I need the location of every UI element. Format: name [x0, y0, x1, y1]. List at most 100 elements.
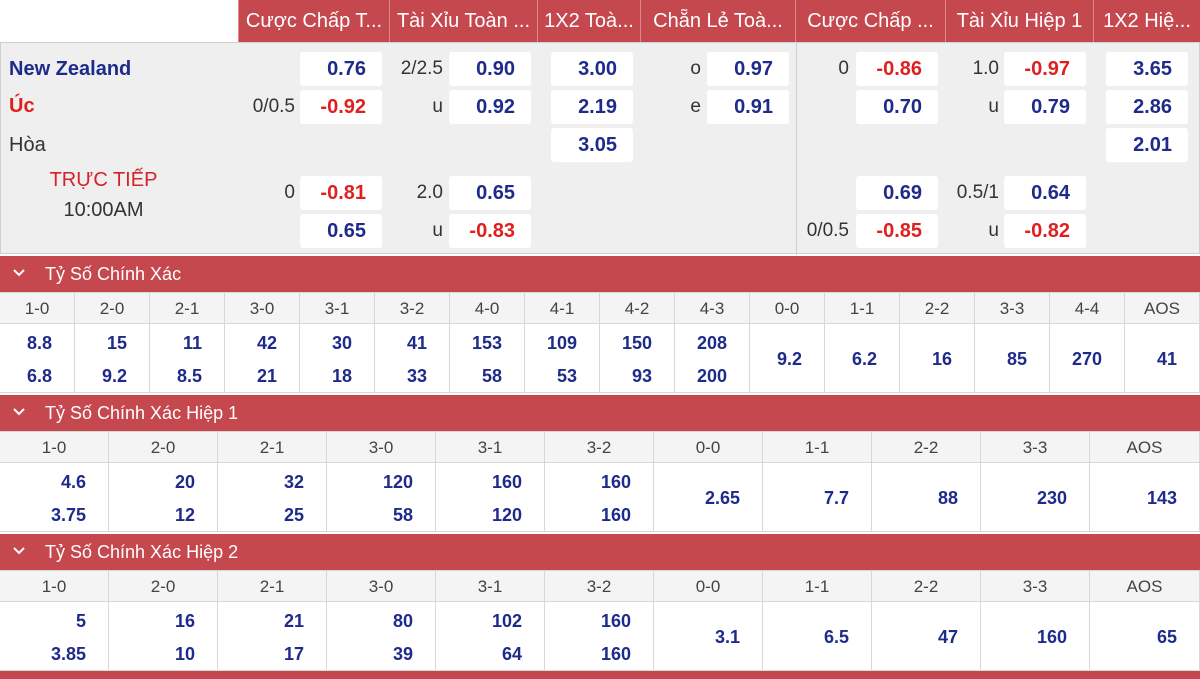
score-odds-cell[interactable]: 6.5: [763, 602, 872, 671]
score-odds-cell[interactable]: 7.7: [763, 463, 872, 532]
score-odds-cell[interactable]: 4.6 3.75: [0, 463, 109, 532]
score-odds-cell[interactable]: 143: [1090, 463, 1200, 532]
score-odds-value[interactable]: 6.2: [851, 349, 877, 369]
header-col-1x2-ft[interactable]: 1X2 Toà...: [537, 0, 640, 42]
score-odds-home[interactable]: 80: [392, 611, 413, 631]
header-col-odd-even-ft[interactable]: Chẵn Lẻ Toà...: [640, 0, 795, 42]
score-odds-cell[interactable]: 208 200: [675, 324, 750, 393]
score-odds-away[interactable]: 39: [392, 644, 413, 664]
score-odds-cell[interactable]: 160 120: [436, 463, 545, 532]
score-odds-away[interactable]: 53: [556, 366, 577, 386]
score-odds-away[interactable]: 3.85: [50, 644, 86, 664]
odds-over-under-ft[interactable]: -0.83: [449, 214, 531, 248]
score-odds-cell[interactable]: 80 39: [327, 602, 436, 671]
score-odds-value[interactable]: 7.7: [823, 488, 849, 508]
score-odds-home[interactable]: 160: [600, 611, 631, 631]
score-odds-home[interactable]: 16: [174, 611, 195, 631]
score-odds-away[interactable]: 200: [696, 366, 727, 386]
odds-odd-even-ft[interactable]: 0.91: [707, 90, 789, 124]
score-odds-cell[interactable]: 9.2: [750, 324, 825, 393]
odds-1x2-ft[interactable]: 3.00: [551, 52, 633, 86]
odds-handicap-ft[interactable]: -0.92: [300, 90, 382, 124]
score-odds-cell[interactable]: 102 64: [436, 602, 545, 671]
score-odds-home[interactable]: 30: [331, 333, 352, 353]
score-odds-away[interactable]: 12: [174, 505, 195, 525]
score-odds-away[interactable]: 10: [174, 644, 195, 664]
odds-odd-even-ft[interactable]: 0.97: [707, 52, 789, 86]
section-header-correct-score-2h[interactable]: Tỷ Số Chính Xác Hiệp 2: [0, 534, 1200, 570]
score-odds-cell[interactable]: 160: [981, 602, 1090, 671]
score-odds-value[interactable]: 47: [937, 627, 958, 647]
section-header-correct-score[interactable]: Tỷ Số Chính Xác: [0, 256, 1200, 292]
score-odds-cell[interactable]: 153 58: [450, 324, 525, 393]
score-odds-value[interactable]: 270: [1071, 349, 1102, 369]
score-odds-away[interactable]: 93: [631, 366, 652, 386]
odds-over-under-1h[interactable]: 0.79: [1004, 90, 1086, 124]
odds-over-under-ft[interactable]: 0.90: [449, 52, 531, 86]
score-odds-value[interactable]: 85: [1006, 349, 1027, 369]
score-odds-value[interactable]: 2.65: [704, 488, 740, 508]
score-odds-home[interactable]: 32: [283, 472, 304, 492]
score-odds-cell[interactable]: 41 33: [375, 324, 450, 393]
score-odds-away[interactable]: 3.75: [50, 505, 86, 525]
away-team-name[interactable]: Úc: [9, 95, 35, 117]
score-odds-cell[interactable]: 120 58: [327, 463, 436, 532]
score-odds-away[interactable]: 160: [600, 505, 631, 525]
odds-over-under-1h[interactable]: -0.97: [1004, 52, 1086, 86]
score-odds-cell[interactable]: 42 21: [225, 324, 300, 393]
odds-handicap-1h[interactable]: -0.86: [856, 52, 938, 86]
score-odds-cell[interactable]: 8.8 6.8: [0, 324, 75, 393]
score-odds-cell[interactable]: 47: [872, 602, 981, 671]
odds-1x2-ft[interactable]: 2.19: [551, 90, 633, 124]
score-odds-cell[interactable]: 160 160: [545, 463, 654, 532]
score-odds-away[interactable]: 64: [501, 644, 522, 664]
odds-handicap-ft[interactable]: 0.76: [300, 52, 382, 86]
score-odds-away[interactable]: 8.5: [176, 366, 202, 386]
score-odds-cell[interactable]: 6.2: [825, 324, 900, 393]
score-odds-home[interactable]: 41: [406, 333, 427, 353]
odds-handicap-1h[interactable]: -0.85: [856, 214, 938, 248]
score-odds-home[interactable]: 8.8: [26, 333, 52, 353]
score-odds-away[interactable]: 21: [256, 366, 277, 386]
score-odds-home[interactable]: 4.6: [60, 472, 86, 492]
score-odds-cell[interactable]: 5 3.85: [0, 602, 109, 671]
score-odds-home[interactable]: 15: [106, 333, 127, 353]
score-odds-value[interactable]: 160: [1036, 627, 1067, 647]
odds-handicap-ft[interactable]: 0.65: [300, 214, 382, 248]
header-col-over-under-1h[interactable]: Tài Xỉu Hiệp 1: [945, 0, 1093, 42]
score-odds-cell[interactable]: 2.65: [654, 463, 763, 532]
odds-handicap-ft[interactable]: -0.81: [300, 176, 382, 210]
score-odds-cell[interactable]: 11 8.5: [150, 324, 225, 393]
score-odds-home[interactable]: 150: [621, 333, 652, 353]
header-col-handicap-ft[interactable]: Cược Chấp T...: [238, 0, 389, 42]
score-odds-cell[interactable]: 41: [1125, 324, 1200, 393]
score-odds-cell[interactable]: 160 160: [545, 602, 654, 671]
odds-over-under-ft[interactable]: 0.92: [449, 90, 531, 124]
score-odds-home[interactable]: 11: [182, 333, 202, 353]
score-odds-cell[interactable]: 16: [900, 324, 975, 393]
score-odds-value[interactable]: 3.1: [714, 627, 740, 647]
score-odds-value[interactable]: 9.2: [776, 349, 802, 369]
score-odds-cell[interactable]: 65: [1090, 602, 1200, 671]
header-col-over-under-ft[interactable]: Tài Xỉu Toàn ...: [389, 0, 537, 42]
score-odds-away[interactable]: 58: [392, 505, 413, 525]
odds-handicap-1h[interactable]: 0.69: [856, 176, 938, 210]
score-odds-home[interactable]: 21: [283, 611, 304, 631]
score-odds-home[interactable]: 208: [696, 333, 727, 353]
score-odds-home[interactable]: 160: [600, 472, 631, 492]
score-odds-cell[interactable]: 16 10: [109, 602, 218, 671]
score-odds-cell[interactable]: 230: [981, 463, 1090, 532]
home-team-name[interactable]: New Zealand: [9, 58, 132, 80]
score-odds-cell[interactable]: 85: [975, 324, 1050, 393]
score-odds-away[interactable]: 25: [283, 505, 304, 525]
header-col-handicap-1h[interactable]: Cược Chấp ...: [795, 0, 945, 42]
score-odds-home[interactable]: 109: [546, 333, 577, 353]
score-odds-away[interactable]: 160: [600, 644, 631, 664]
score-odds-home[interactable]: 153: [471, 333, 502, 353]
score-odds-value[interactable]: 230: [1036, 488, 1067, 508]
score-odds-cell[interactable]: 270: [1050, 324, 1125, 393]
score-odds-away[interactable]: 18: [331, 366, 352, 386]
odds-handicap-1h[interactable]: 0.70: [856, 90, 938, 124]
odds-1x2-1h-draw[interactable]: 2.01: [1106, 128, 1188, 162]
score-odds-value[interactable]: 41: [1156, 349, 1177, 369]
